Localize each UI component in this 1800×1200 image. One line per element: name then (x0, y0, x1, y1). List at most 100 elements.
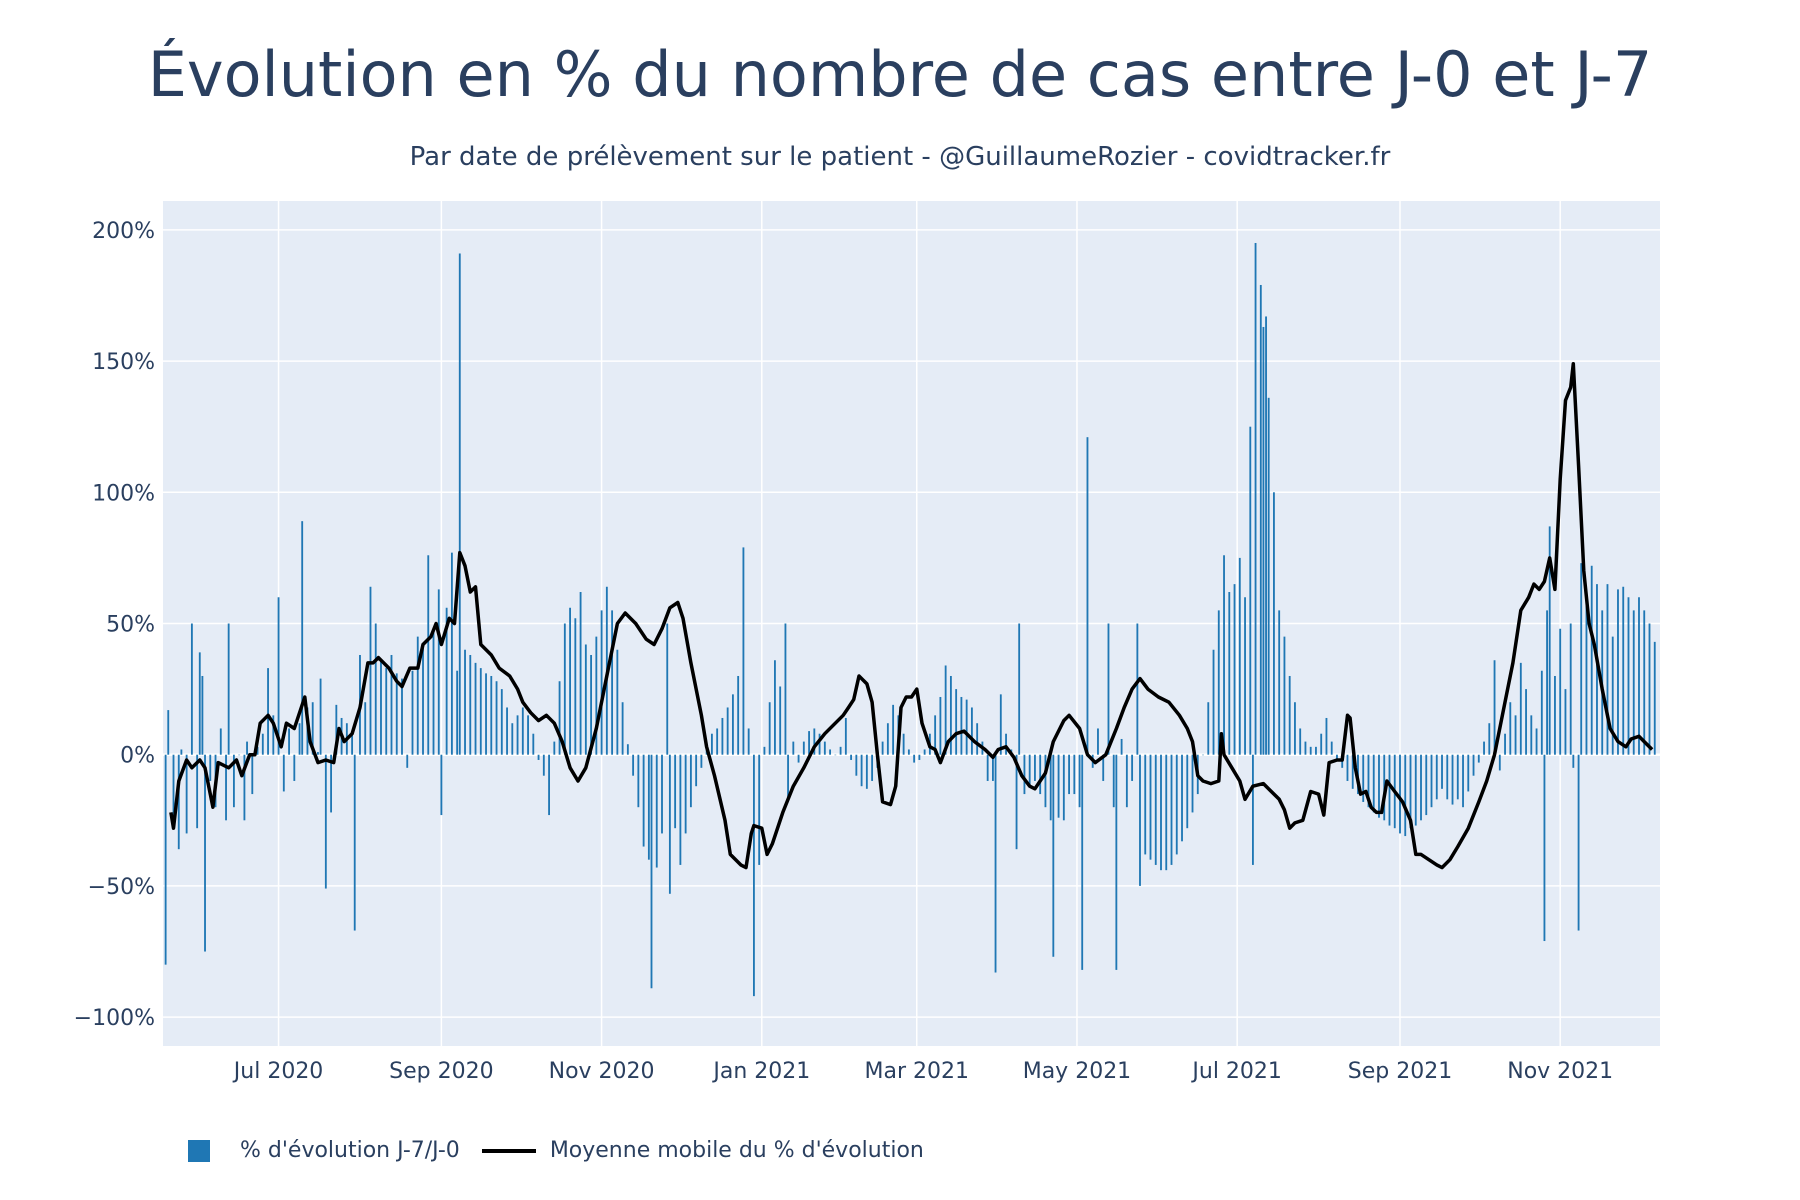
bar (1488, 723, 1491, 755)
bar (834, 754, 837, 756)
bar (177, 754, 180, 850)
bar (411, 670, 414, 755)
bar (548, 754, 550, 816)
bar (1472, 754, 1475, 776)
bar (1514, 715, 1517, 755)
bar (1149, 754, 1152, 860)
bar (1299, 728, 1302, 755)
bar (1404, 754, 1407, 837)
bar (1611, 636, 1614, 755)
bar (385, 668, 388, 755)
bar (1564, 689, 1567, 755)
bar (1207, 702, 1210, 755)
line-series (169, 361, 1654, 870)
bar (537, 754, 540, 760)
bar (311, 702, 314, 755)
bar (1330, 741, 1333, 755)
bar (1530, 715, 1533, 755)
bar (871, 754, 874, 781)
bar (1057, 754, 1060, 818)
bar (1643, 610, 1646, 755)
x-tick-label: May 2021 (1023, 1059, 1131, 1084)
bar (747, 728, 750, 755)
bar (632, 754, 635, 776)
bar (965, 699, 968, 755)
bar (684, 754, 687, 834)
bar (1590, 565, 1593, 755)
bar (787, 754, 789, 802)
bar (380, 660, 382, 755)
bar (251, 754, 254, 795)
bar (642, 754, 645, 847)
bar (934, 715, 937, 755)
bar (1125, 754, 1128, 808)
bar (679, 754, 682, 865)
bar (1325, 717, 1328, 755)
bar (1154, 754, 1157, 865)
bar (923, 749, 926, 755)
bar (351, 733, 354, 755)
bar (1023, 754, 1026, 795)
bar (949, 675, 952, 755)
x-axis: Jul 2020 Sep 2020 Nov 2020 Jan 2021 Mar 2021… (232, 1059, 1613, 1084)
bar (282, 754, 285, 792)
bar (710, 733, 713, 755)
bar (1115, 754, 1118, 970)
bar (1653, 641, 1656, 755)
bar (464, 649, 466, 755)
legend-item-line[interactable]: Moyenne mobile du % d'évolution (481, 1138, 924, 1163)
x-tick-label: Jan 2021 (711, 1059, 810, 1084)
bar (737, 675, 740, 755)
bar (225, 754, 227, 821)
bar (1223, 555, 1225, 755)
bar (1044, 754, 1047, 808)
bar (456, 670, 459, 755)
y-tick-label: 0% (120, 744, 155, 769)
bar (579, 592, 582, 755)
bar (1540, 670, 1543, 755)
bar (1181, 754, 1183, 842)
legend-item-bars[interactable]: % d'évolution J-7/J-0 (188, 1138, 460, 1163)
bar (970, 707, 973, 755)
bar (661, 754, 663, 834)
bar (490, 675, 493, 755)
bar (1388, 754, 1391, 826)
bar (1081, 754, 1084, 970)
bar (1346, 754, 1349, 781)
bar (190, 623, 193, 755)
bar (1273, 492, 1275, 755)
bar (1462, 754, 1464, 808)
bar (1294, 702, 1296, 755)
bar (219, 728, 222, 755)
bar (1175, 754, 1178, 855)
bar (1112, 754, 1115, 808)
bar (1136, 623, 1139, 755)
y-tick-label: −100% (74, 1006, 155, 1031)
bar (753, 754, 755, 997)
bar (1585, 597, 1588, 755)
x-tick-label: Mar 2021 (865, 1059, 970, 1084)
bar (374, 623, 377, 755)
bar (850, 754, 853, 760)
bar (1483, 741, 1485, 755)
bar (999, 694, 1002, 755)
bar (267, 668, 269, 755)
bar (611, 610, 614, 755)
bar (401, 678, 403, 755)
bar (1288, 675, 1291, 755)
bar (1068, 754, 1070, 795)
bar (797, 754, 800, 763)
bar (1217, 610, 1220, 755)
bar (185, 754, 188, 834)
bar (542, 754, 545, 776)
bar (1049, 754, 1052, 821)
bar (1212, 649, 1215, 755)
bar (1367, 754, 1370, 808)
bar (892, 704, 895, 755)
bar (390, 654, 393, 755)
x-tick-label: Nov 2021 (1507, 1059, 1613, 1084)
bar (1409, 754, 1412, 829)
bar (1320, 733, 1323, 755)
bar (1283, 636, 1286, 755)
bar (563, 623, 566, 755)
